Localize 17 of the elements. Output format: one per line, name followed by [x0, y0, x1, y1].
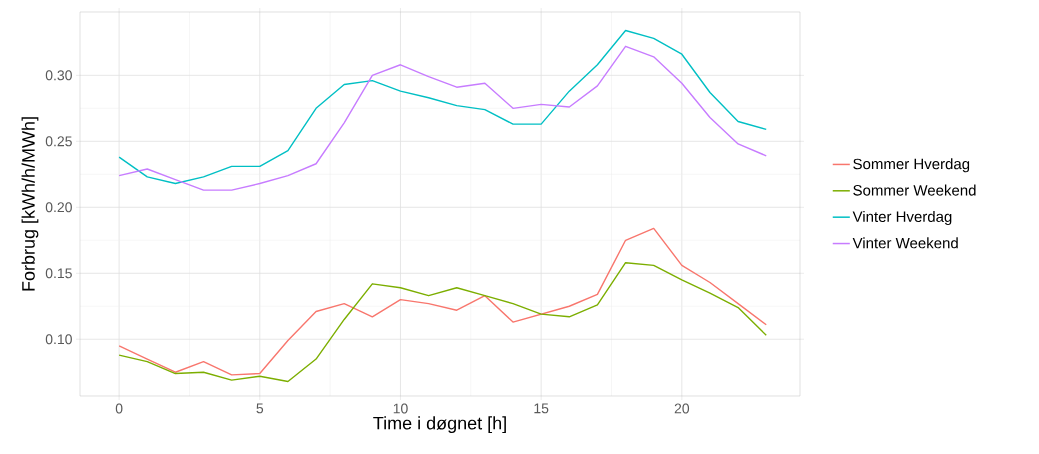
y-tick-label: 0.30 — [45, 70, 72, 81]
y-tick-label: 0.10 — [45, 334, 72, 345]
legend-label: Sommer Hverdag — [853, 158, 970, 173]
legend-label: Sommer Weekend — [853, 184, 976, 196]
x-tick-label: 20 — [674, 403, 690, 414]
x-tick-label: 15 — [534, 403, 549, 414]
y-tick-label: 0.15 — [45, 268, 72, 279]
legend-label: Vinter Weekend — [852, 237, 958, 249]
x-tick-label: 5 — [256, 403, 264, 414]
y-tick-label: 0.25 — [45, 136, 72, 147]
y-tick-label: 0.20 — [45, 202, 72, 213]
x-tick-label: 10 — [393, 403, 408, 414]
x-tick-label: 0 — [115, 403, 123, 414]
legend-label: Vinter Hverdag — [852, 210, 952, 225]
y-axis-title: Forbrug [kWh/h/MWh] — [21, 117, 39, 291]
x-axis-title: Time i døgnet [h] — [373, 416, 506, 434]
line-series — [118, 262, 767, 383]
